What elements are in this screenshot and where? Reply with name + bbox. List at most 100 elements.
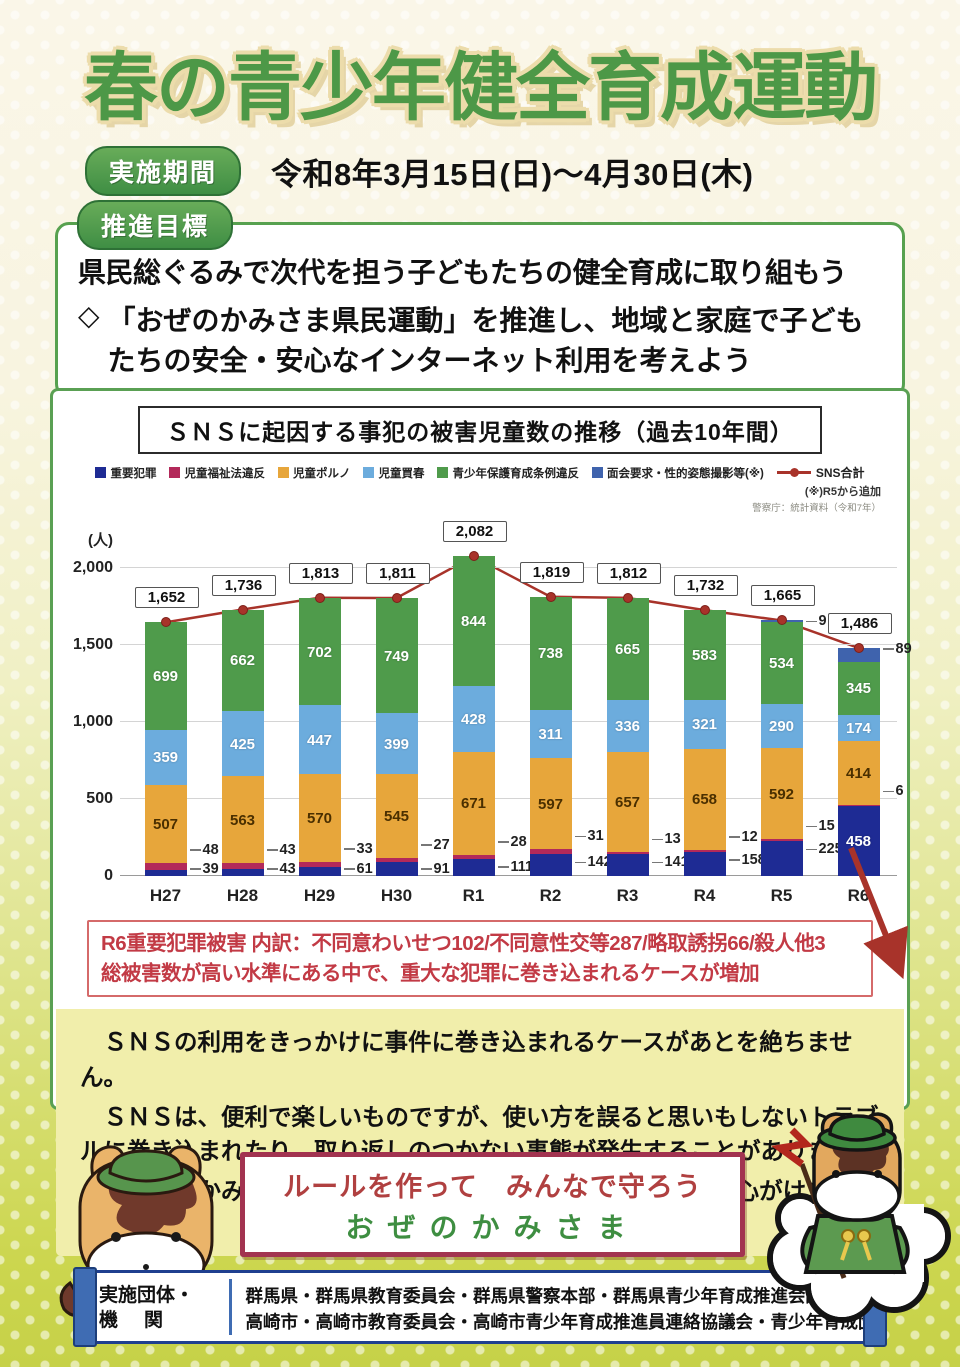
bar-segment-H29: [298, 861, 341, 867]
footer-orgs-line1: 群馬県・群馬県教育委員会・群馬県警察本部・群馬県青少年育成推進会議・: [245, 1286, 841, 1306]
legend-swatch: [95, 467, 107, 478]
x-axis-line: [120, 874, 897, 876]
legend-label: 児童福祉法違反: [184, 467, 265, 480]
segment-callout: 27: [421, 837, 450, 853]
segment-value: 359: [152, 749, 179, 767]
y-tick-label: 500: [86, 790, 113, 807]
bar-segment-R2: [529, 854, 572, 876]
bar-segment-R3: [606, 699, 649, 752]
sns-total-marker: [468, 551, 479, 562]
bar-segment-R1: [452, 858, 495, 876]
bar-segment-R2: [529, 710, 572, 758]
total-label: 1,811: [365, 563, 430, 585]
x-tick-label: H30: [380, 886, 413, 905]
gunma-chan-mascot: [59, 1145, 219, 1333]
segment-value: 563: [229, 811, 256, 829]
gridline: [120, 721, 897, 722]
y-tick-label: 1,500: [72, 636, 113, 653]
goals-section: 推進目標 県民総ぐるみで次代を担う子どもたちの健全育成に取り組もう ◇ 「おぜの…: [55, 200, 905, 398]
segment-callout: 43: [267, 861, 296, 877]
x-tick-label: R3: [616, 886, 639, 905]
legend-label: 面会要求・性的姿態撮影等(※): [606, 467, 764, 480]
bar-segment-H28: [221, 869, 264, 876]
x-tick-label: H29: [303, 886, 336, 905]
chart-source: 警察庁：統計資料（令和7年）: [752, 503, 881, 514]
segment-callout: 89: [883, 641, 912, 657]
bar-segment-H27: [144, 622, 187, 730]
bar-segment-H27: [144, 862, 187, 871]
bar-segment-H30: [375, 862, 418, 876]
sns-total-marker: [853, 642, 864, 653]
legend-added-note: (※)R5から追加: [804, 486, 881, 498]
segment-value: 662: [229, 652, 256, 670]
bar-segment-R1: [452, 556, 495, 686]
plot: 0 500 1,000 1,500 2,000 (人) 39 48 507 359 699 1,652…: [65, 521, 912, 905]
segment-value: 290: [768, 718, 795, 736]
legend-swatch: [169, 467, 181, 478]
x-tick-label: H28: [226, 886, 259, 905]
total-label: 1,732: [673, 575, 738, 597]
bar-segment-R1: [452, 751, 495, 855]
segment-value: 570: [306, 809, 333, 827]
bar-segment-R6: [837, 714, 880, 742]
legend-item-5: 面会要求・性的姿態撮影等(※): [591, 465, 764, 481]
mascot-eye: [111, 1232, 121, 1242]
bar-segment-R5: [760, 748, 803, 840]
legend-item-4: 青少年保護育成条例違反: [437, 465, 579, 481]
legend-item-3: 児童買春: [363, 465, 424, 481]
period-badge: 実施期間: [85, 146, 242, 196]
segment-callout: 225: [806, 841, 843, 857]
y-tick-label: 2,000: [72, 559, 113, 576]
sns-total-marker: [391, 593, 402, 604]
segment-callout: 141: [652, 854, 689, 870]
segment-value: 399: [383, 735, 410, 753]
legend-items: 重要犯罪 児童福祉法違反 児童ポルノ 児童買春 青少年保護育成条例違反 面会要求・性的姿態…: [95, 465, 764, 481]
legend-swatch: [437, 467, 449, 478]
footer-banner: 実施団体・ 機関 群馬県・群馬県教育委員会・群馬県警察本部・群馬県青少年育成推進…: [73, 1267, 887, 1347]
legend-label: 児童買春: [378, 467, 425, 480]
x-tick-label: R2: [539, 886, 562, 905]
total-label: 1,813: [288, 562, 353, 584]
goals-line1: 県民総ぐるみで次代を担う子どもたちの健全育成に取り組もう: [78, 257, 847, 288]
segment-callout: 43: [267, 842, 296, 858]
legend-swatch: [591, 467, 603, 478]
segment-value: 658: [691, 791, 718, 809]
legend-item-0: 重要犯罪: [95, 465, 156, 481]
bar-segment-R4: [683, 851, 726, 876]
segment-callout: 31: [575, 828, 604, 844]
footer-label-line2: 機関: [99, 1310, 190, 1331]
slogan-line1: ルールを作って みんなで守ろう: [283, 1172, 702, 1202]
bar-segment-H29: [298, 774, 341, 862]
bar-segment-R6: [837, 741, 880, 805]
bar-segment-H28: [221, 609, 264, 712]
bar-segment-H28: [221, 862, 264, 870]
yellow-note-p1: ＳＮＳの利用をきっかけに事件に巻き込まれるケースがあとを絶ちません。: [80, 1029, 853, 1090]
red-note-line2: 総被害数が高い水準にある中で、重大な犯罪に巻き込まれるケースが増加: [101, 961, 760, 985]
segment-value: 428: [460, 710, 487, 728]
bar-segment-R4: [683, 748, 726, 850]
segment-value: 447: [306, 731, 333, 749]
footer-label: 実施団体・ 機関: [83, 1273, 229, 1341]
segment-value: 657: [614, 793, 641, 811]
segment-value: 699: [152, 668, 179, 686]
footer-label-line1: 実施団体・: [99, 1285, 195, 1307]
segment-value: 345: [845, 680, 872, 698]
bar-segment-H30: [375, 857, 418, 863]
bar-segment-H30: [375, 598, 418, 713]
total-label: 1,665: [750, 585, 815, 607]
legend-label: 青少年保護育成条例違反: [452, 467, 579, 480]
bar-segment-R2: [529, 849, 572, 855]
segment-value: 414: [845, 765, 872, 783]
bar-segment-R3: [606, 751, 649, 853]
legend-notes: (※)R5から追加 警察庁：統計資料（令和7年）: [53, 483, 907, 514]
chart-legend: 重要犯罪 児童福祉法違反 児童ポルノ 児童買春 青少年保護育成条例違反 面会要求・性的姿態…: [53, 464, 907, 481]
slogan-line2: おぜのかみさま: [345, 1212, 640, 1243]
legend-swatch: [277, 467, 289, 478]
segment-callout: 142: [575, 854, 612, 870]
bar-segment-R4: [683, 849, 726, 852]
bar-segment-R1: [452, 685, 495, 752]
total-label: 1,812: [596, 562, 661, 584]
segment-callout: 33: [344, 841, 373, 857]
bar-segment-R6: [837, 647, 880, 662]
